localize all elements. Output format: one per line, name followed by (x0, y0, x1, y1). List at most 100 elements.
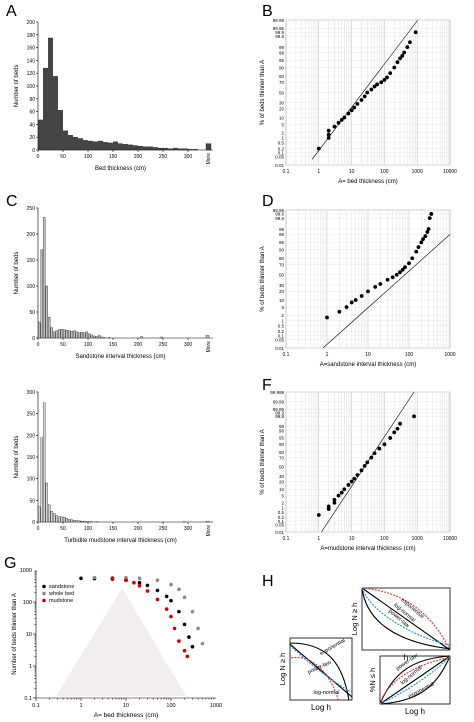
curve-blue (361, 587, 451, 646)
bar (160, 336, 163, 339)
y-tick-label: 180 (27, 33, 36, 39)
bar (40, 249, 43, 339)
curve-power-law (361, 587, 451, 650)
bar (73, 520, 76, 523)
data-point (382, 442, 387, 447)
data-point (419, 240, 424, 245)
y-tick-label: 100 (23, 600, 32, 606)
data-point-whole-bed (177, 587, 181, 592)
y-tick-label: 95 (279, 58, 285, 63)
data-point (390, 275, 395, 280)
x-tick-label: 0.1 (32, 703, 40, 709)
bar (48, 504, 51, 523)
x-tick-label: 100 (84, 526, 93, 532)
y-tick-label: 70 (279, 80, 285, 85)
curve-log-normal (361, 587, 451, 651)
y-axis-label: Number of beds (14, 436, 20, 479)
data-point-whole-bed (169, 582, 173, 587)
data-point (416, 245, 421, 250)
y-tick-label: 90 (279, 442, 285, 447)
x-tick-label: 100 (84, 154, 93, 160)
bar (50, 511, 53, 523)
y-tick-label: 1 (281, 318, 284, 323)
y-tick-label: 20 (279, 479, 285, 484)
y-tick-label: 95 (279, 436, 285, 441)
curve-exponential (379, 655, 451, 705)
bar (58, 516, 61, 523)
y-tick-label: 0.5 (278, 323, 285, 328)
x-tick-label: 1000 (412, 169, 423, 175)
bar (143, 146, 148, 151)
data-point (377, 446, 382, 451)
bar (55, 330, 58, 339)
x-tick-label: 1 (317, 169, 320, 175)
data-point (316, 146, 321, 151)
y-axis-label: Log N ≥ h (350, 603, 359, 635)
curve-red (379, 656, 451, 705)
bar (78, 332, 81, 339)
data-point (346, 483, 351, 487)
y-tick-label: 100 (27, 477, 36, 483)
y-tick-label: 99.999 (270, 390, 284, 395)
data-point (412, 414, 416, 419)
y-tick-label: 50 (29, 310, 35, 316)
bar (163, 147, 168, 151)
x-tick-label: 10000 (443, 169, 457, 175)
bar (98, 140, 103, 151)
y-tick-label: 99.9 (275, 212, 284, 217)
x-tick-label: 100 (84, 342, 93, 348)
y-tick-label: 60 (29, 110, 35, 116)
bar (183, 148, 188, 151)
y-tick-label: 20 (29, 135, 35, 141)
bar-more (205, 335, 210, 339)
data-point (414, 249, 419, 254)
bar (53, 331, 56, 339)
x-tick-label: 300 (184, 526, 193, 532)
y-tick-label: 1000 (20, 568, 32, 574)
x-axis-label: Log h (405, 707, 425, 716)
y-tick-label: 1 (29, 664, 32, 670)
y-tick-label: 99.99 (273, 18, 285, 23)
bar (38, 506, 41, 523)
x-tick-label: 1 (79, 703, 82, 709)
data-point-whole-bed (200, 641, 205, 646)
data-point (403, 265, 407, 270)
y-tick-label: 99.95 (273, 407, 285, 412)
data-point (332, 124, 337, 129)
data-point (337, 309, 342, 314)
x-axis-label: Log h (311, 703, 331, 712)
y-tick-label: 99 (279, 424, 285, 429)
legend-marker (42, 584, 46, 589)
y-tick-label: 0 (32, 520, 35, 526)
y-tick-label: 0 (32, 148, 35, 154)
bar (75, 520, 78, 523)
y-tick-label: 30 (279, 283, 285, 288)
data-point (339, 117, 344, 122)
y-tick-label: 0.5 (278, 141, 285, 146)
y-tick-label: 10 (279, 487, 285, 492)
bar (85, 331, 88, 339)
x-axis-label: Sandstone interval thickness (cm) (75, 354, 165, 360)
bar (83, 332, 86, 339)
y-tick-label: 99.8 (275, 216, 284, 221)
x-tick-label-more: More (206, 341, 212, 353)
panel-letter-g: G (4, 555, 16, 572)
legend-marker (42, 598, 46, 603)
data-point (366, 289, 370, 294)
y-tick-label: 100 (27, 284, 36, 290)
panel-letter-d: D (262, 193, 274, 210)
data-point (425, 230, 430, 234)
data-point (326, 128, 331, 133)
bar (88, 140, 93, 151)
y-axis-label: % of beds thinner than A (260, 246, 266, 311)
x-tick-label: 10 (123, 703, 129, 709)
y-tick-label: 10 (279, 115, 285, 120)
data-point (398, 421, 402, 426)
y-tick-label: 10 (26, 632, 32, 638)
y-axis-label: Number of beds (14, 252, 20, 295)
bar (53, 513, 56, 523)
data-point-mudstone (132, 580, 136, 585)
